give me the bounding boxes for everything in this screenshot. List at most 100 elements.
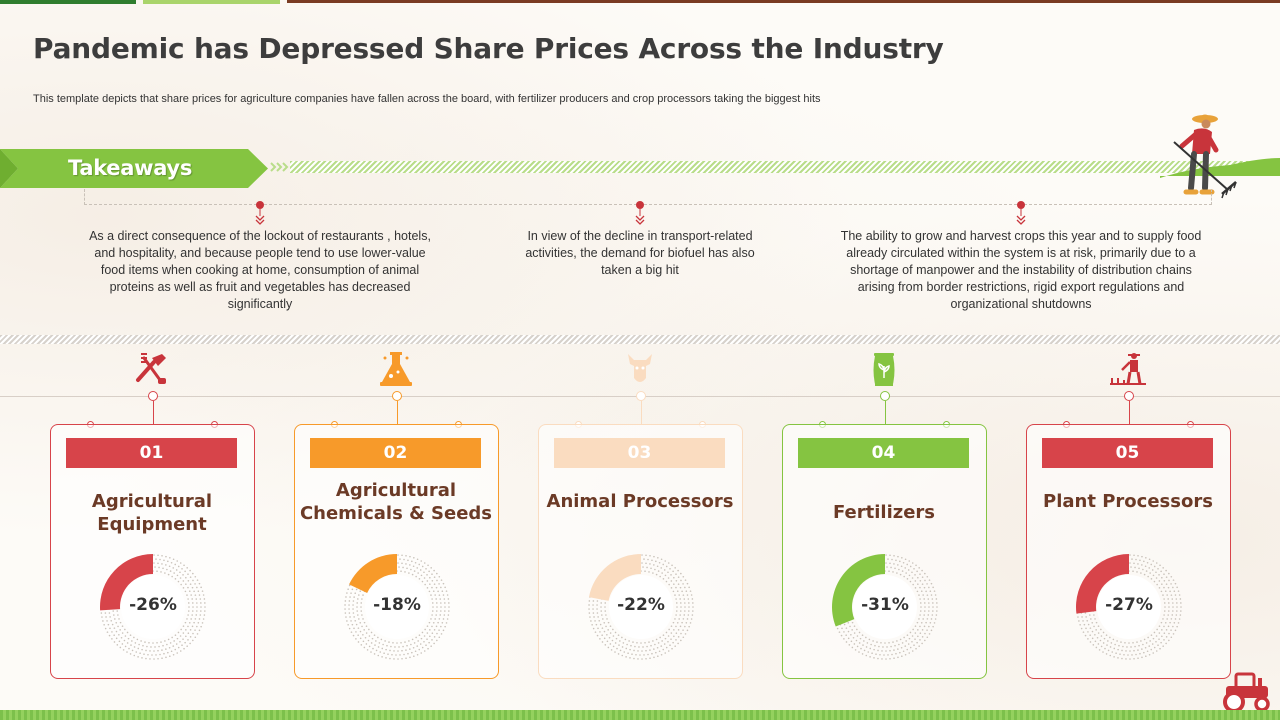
donut-hole bbox=[853, 575, 917, 639]
donut-dot bbox=[682, 629, 684, 631]
donut-dot bbox=[196, 633, 199, 635]
donut-dot bbox=[160, 641, 162, 643]
donut-dot bbox=[908, 560, 911, 562]
donut-dot bbox=[357, 627, 360, 629]
donut-dot bbox=[159, 653, 161, 656]
donut-dot bbox=[607, 629, 609, 631]
donut-dot bbox=[431, 639, 433, 641]
fertilizer-bag-icon bbox=[873, 353, 895, 386]
donut-dot bbox=[918, 594, 920, 596]
donut-dot bbox=[421, 646, 424, 649]
donut-dot bbox=[1094, 640, 1097, 643]
takeaway-text-3: The ability to grow and harvest crops th… bbox=[840, 229, 1202, 311]
donut-dot bbox=[847, 630, 850, 633]
donut-dot bbox=[1165, 576, 1168, 578]
donut-dot bbox=[934, 594, 937, 596]
donut-dot bbox=[887, 558, 889, 560]
donut-dot bbox=[898, 568, 900, 571]
donut-dot bbox=[1155, 635, 1158, 637]
donut-dot bbox=[645, 562, 647, 565]
donut-dot bbox=[416, 645, 419, 647]
donut-dot bbox=[1174, 582, 1177, 585]
donut-dot bbox=[664, 637, 667, 640]
donut-dot bbox=[443, 614, 446, 616]
donut-dot bbox=[363, 629, 365, 631]
donut-dot bbox=[1177, 622, 1180, 624]
donut-value-label: -22% bbox=[617, 595, 665, 615]
donut-dot bbox=[1148, 645, 1151, 647]
donut-dot bbox=[401, 562, 403, 565]
donut-dot bbox=[902, 650, 905, 653]
donut-dot bbox=[658, 561, 661, 564]
donut-dot bbox=[618, 644, 620, 646]
donut-dot bbox=[662, 648, 665, 651]
donut-dot bbox=[172, 645, 175, 647]
donut-dot bbox=[113, 627, 116, 629]
donut-dot bbox=[162, 567, 164, 570]
donut-dot bbox=[1148, 653, 1151, 656]
donut-dot bbox=[344, 604, 346, 606]
donut-dot bbox=[114, 618, 116, 620]
donut-dot bbox=[674, 618, 676, 620]
donut-dot bbox=[1143, 638, 1146, 641]
donut-dot bbox=[174, 634, 177, 636]
donut-dot bbox=[1093, 614, 1095, 616]
donut-dot bbox=[1169, 621, 1171, 624]
donut-dot bbox=[931, 614, 934, 616]
donut-dot bbox=[394, 646, 396, 648]
donut-dot bbox=[1117, 648, 1119, 651]
donut-dot bbox=[692, 602, 694, 604]
donut-dot bbox=[897, 555, 899, 558]
donut-dot bbox=[1163, 580, 1166, 582]
donut-dot bbox=[190, 594, 192, 596]
donut-dot bbox=[929, 590, 932, 593]
donut-dot bbox=[124, 635, 127, 637]
donut-dot bbox=[1160, 590, 1163, 593]
donut-dot bbox=[1172, 579, 1175, 581]
donut-dot bbox=[435, 602, 438, 604]
donut-dot bbox=[1170, 575, 1173, 578]
donut-dot bbox=[603, 637, 606, 640]
donut-dot bbox=[869, 647, 872, 650]
donut-dot bbox=[906, 563, 909, 566]
donut-dot bbox=[866, 642, 869, 644]
donut-dot bbox=[1121, 649, 1123, 652]
donut-dot bbox=[614, 631, 617, 634]
donut-dot bbox=[686, 629, 689, 632]
donut-dot bbox=[357, 634, 359, 637]
donut-dot bbox=[684, 579, 687, 581]
donut-dot bbox=[665, 565, 668, 568]
donut-dot bbox=[852, 636, 855, 639]
donut-dot bbox=[1173, 590, 1176, 593]
donut-dot bbox=[409, 656, 411, 659]
donut-dot bbox=[432, 621, 435, 624]
donut-dot bbox=[187, 573, 189, 575]
donut-dot bbox=[1130, 646, 1132, 648]
donut-dot bbox=[1163, 614, 1165, 616]
donut-dot bbox=[924, 639, 926, 642]
donut-dot bbox=[1163, 573, 1165, 575]
donut-dot bbox=[150, 646, 152, 648]
donut-dot bbox=[406, 567, 408, 570]
donut-dot bbox=[186, 645, 188, 647]
donut-dot bbox=[621, 646, 624, 648]
donut-dot bbox=[1089, 614, 1091, 616]
donut-dot bbox=[188, 590, 191, 593]
donut-dot bbox=[873, 657, 875, 659]
donut-dot bbox=[183, 647, 185, 650]
donut-dot bbox=[161, 657, 163, 660]
donut-dot bbox=[649, 657, 651, 660]
donut-dot bbox=[169, 655, 171, 657]
donut-dot bbox=[912, 628, 914, 631]
donut-dot bbox=[436, 639, 438, 642]
donut-dot bbox=[378, 642, 381, 644]
donut-dot bbox=[1129, 650, 1131, 652]
donut-dot bbox=[1117, 657, 1119, 659]
donut-dot bbox=[843, 638, 845, 640]
donut-dot bbox=[141, 648, 143, 651]
donut-dot bbox=[407, 559, 409, 562]
donut-dot bbox=[600, 610, 603, 612]
donut-dot bbox=[926, 575, 929, 578]
donut-dot bbox=[922, 594, 924, 596]
donut-dot bbox=[448, 606, 450, 608]
